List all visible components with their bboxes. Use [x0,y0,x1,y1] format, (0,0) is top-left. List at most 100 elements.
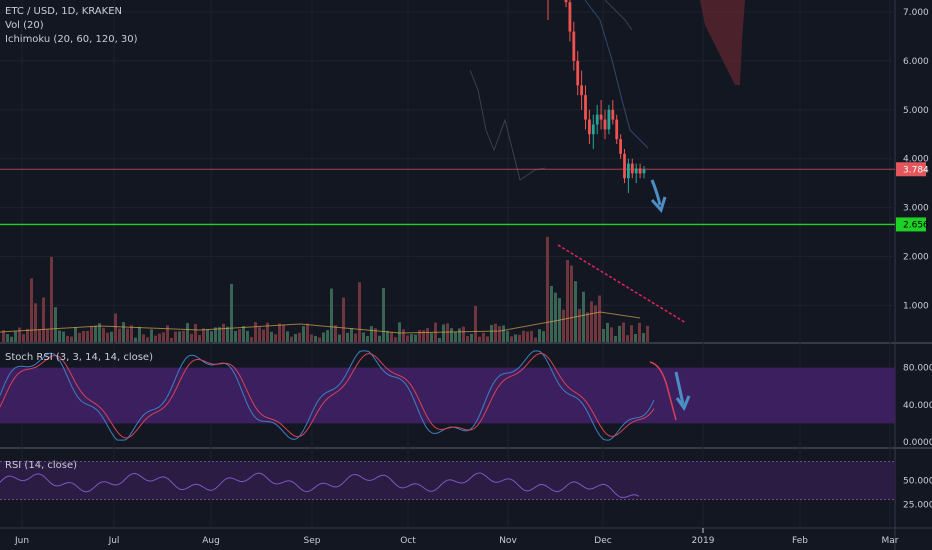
volume-bar [98,323,101,342]
volume-bar [82,330,85,342]
stoch-band [0,367,895,424]
volume-bar [454,332,457,342]
volume-bar [118,328,121,342]
volume-bar [414,334,417,342]
stoch-projection-line [649,361,677,421]
candle-body [634,168,638,174]
volume-bar [510,336,513,342]
ichimoku-cloud [700,0,745,85]
candle-body [580,85,583,96]
volume-bar [146,337,149,342]
rsi-tick-label: 50.0000 [903,477,932,487]
candle-body [619,139,622,154]
volume-bar [270,331,273,342]
volume-bar [610,327,613,342]
volume-bar [154,335,157,342]
volume-bar [74,327,77,342]
volume-bar [594,305,597,342]
volume-bar [642,332,645,342]
time-tick-label: Oct [400,536,416,546]
time-tick-label: 2019 [692,536,715,546]
down-arrow-icon [650,179,662,206]
volume-bar [618,325,621,342]
support-price-label: 2.656 [903,220,929,230]
volume-bar [502,325,505,342]
volume-bar [170,337,173,342]
candle-body [638,168,642,174]
volume-bar [646,325,649,342]
volume-bar [466,336,469,342]
time-tick-label: Jul [108,536,120,546]
volume-bar [418,330,421,342]
volume-bar [298,332,301,342]
volume-bar [626,335,629,342]
volume-bar [182,330,185,342]
volume-bar [638,322,641,342]
volume-bar [246,330,249,342]
volume-bar [570,265,573,342]
volume-bar [374,328,377,342]
volume-bar [302,326,305,342]
volume-bar [482,332,485,342]
price-tick-label: 7.000 [903,8,929,18]
volume-bar [538,329,541,342]
volume-bar [450,328,453,342]
time-tick-label: Nov [499,536,517,546]
volume-bar [230,283,233,342]
stoch-tick-label: 80.0000 [903,364,932,374]
down-arrow-icon [650,196,667,213]
candle-body [603,119,607,130]
time-tick-label: Feb [792,536,808,546]
volume-bar [358,282,361,342]
volume-bar [18,327,21,342]
volume-bar [458,328,461,342]
rsi-line [0,472,640,499]
volume-bar [158,333,161,342]
volume-bar [474,305,477,342]
volume-bar [166,325,169,342]
down-arrow-icon [674,371,685,405]
volume-bar [578,308,581,342]
candle-body [564,0,568,3]
candle-body [630,163,634,174]
volume-bar [46,329,49,342]
volume-bar [550,285,553,342]
volume-bar [66,335,69,342]
volume-ma-line [0,311,641,334]
volume-bar [278,323,281,342]
volume-bar [90,326,93,342]
volume-bar [286,331,289,342]
volume-bar [210,331,213,342]
volume-bar [530,330,533,342]
volume-bar [174,331,177,342]
volume-bar [86,330,89,342]
volume-bar [274,334,277,342]
volume-bar [390,332,393,342]
volume-bar [446,323,449,342]
volume-bar [202,328,205,342]
volume-bar [598,295,601,342]
volume-bar [126,328,129,342]
price-tick-label: 2.000 [903,253,929,263]
volume-bar [186,323,189,342]
stoch-tick-label: 0.0000 [903,438,932,448]
volume-bar [366,336,369,342]
volume-bar [634,334,637,342]
volume-bar [122,322,125,342]
candle-body [627,163,630,179]
volume-bar [430,333,433,342]
candle-body [623,153,626,179]
volume-bar [526,331,529,342]
volume-bar [258,327,261,342]
volume-bar [442,324,445,342]
candle-body [572,31,576,61]
volume-bar [410,334,413,342]
volume-bar [406,335,409,342]
ichimoku-span [604,0,633,31]
volume-bar [462,326,465,342]
volume-bar [586,312,589,342]
volume-bar [362,332,365,342]
volume-bar [234,330,237,342]
volume-bar [318,337,321,342]
